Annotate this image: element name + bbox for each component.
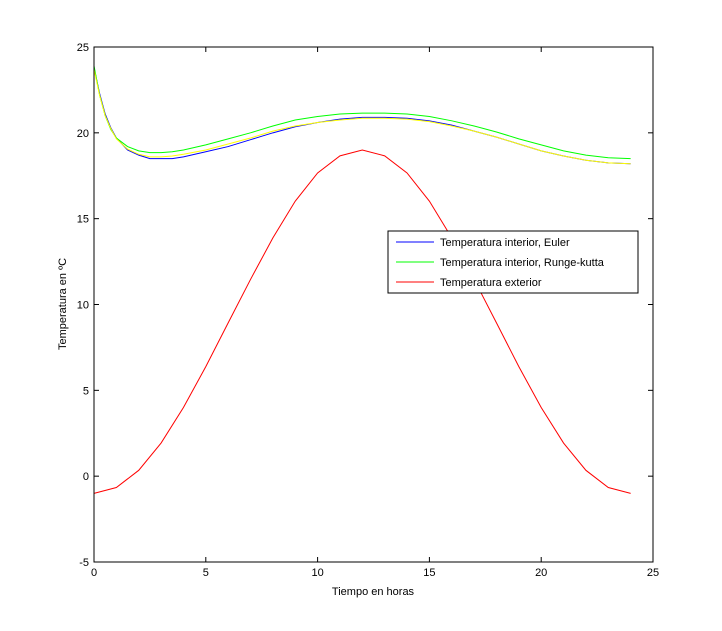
y-axis-label: Temperatura en ºC <box>57 258 69 350</box>
x-axis-ticks: 0 5 10 15 20 25 <box>91 47 659 579</box>
legend: Temperatura interior, Euler Temperatura i… <box>387 230 639 294</box>
x-tick-label: 0 <box>91 567 97 579</box>
y-axis-ticks: -5 0 5 10 15 20 25 <box>77 42 653 569</box>
x-tick-label: 10 <box>311 567 323 579</box>
series-layer <box>93 65 631 494</box>
x-tick-label: 15 <box>423 567 435 579</box>
y-tick-label: 25 <box>77 42 89 54</box>
legend-label-0: Temperatura interior, Euler <box>440 237 570 249</box>
series-line-3 <box>93 149 631 494</box>
y-tick-label: 20 <box>77 128 89 140</box>
y-tick-label: 5 <box>83 385 89 397</box>
series-line-1 <box>93 65 631 160</box>
series-line-2 <box>93 69 631 165</box>
y-tick-label: -5 <box>79 557 89 569</box>
plot-area <box>94 47 653 562</box>
legend-label-3: Temperatura exterior <box>440 277 542 289</box>
x-tick-label: 25 <box>647 567 659 579</box>
x-tick-label: 20 <box>535 567 547 579</box>
legend-label-1: Temperatura interior, Runge-kutta <box>440 257 605 269</box>
y-tick-label: 0 <box>83 471 89 483</box>
y-tick-label: 10 <box>77 300 89 312</box>
y-tick-label: 15 <box>77 214 89 226</box>
x-tick-label: 5 <box>203 567 209 579</box>
x-axis-label: Tiempo en horas <box>332 586 415 598</box>
